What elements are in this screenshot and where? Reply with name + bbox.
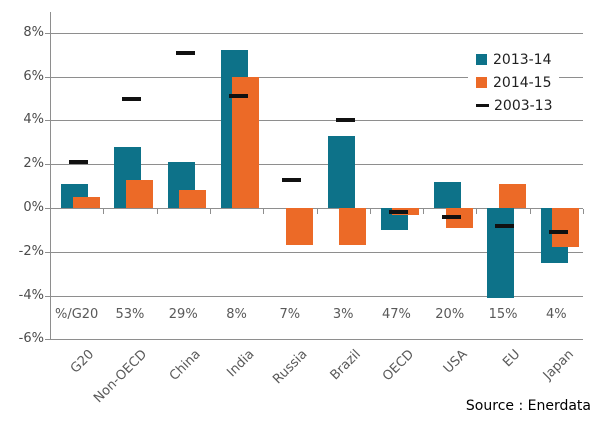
x-axis-tick xyxy=(156,209,158,214)
x-axis-tick xyxy=(583,209,584,214)
dash-2003-13-Japan xyxy=(548,230,568,235)
y-axis-tick xyxy=(45,120,50,122)
share-of-g20-label: 3% xyxy=(332,307,354,322)
source-text: Source : Enerdata xyxy=(465,398,591,414)
bar-2014-15-Russia xyxy=(285,208,313,246)
bar-2013-14-EU xyxy=(487,208,515,298)
category-label-Japan: Japan xyxy=(540,347,577,384)
y-axis-label: 8% xyxy=(23,24,44,40)
gridline xyxy=(50,339,583,341)
y-axis-label: -4% xyxy=(18,287,44,303)
share-of-g20-label: 20% xyxy=(435,307,465,322)
bar-2013-14-Brazil xyxy=(327,135,355,208)
dash-2003-13-USA xyxy=(442,214,462,219)
dash-2003-13-Brazil xyxy=(335,118,355,123)
category-label-Non-OECD: Non-OECD xyxy=(91,347,151,407)
dash-2003-13-EU xyxy=(495,223,515,228)
bar-2013-14-USA xyxy=(434,181,462,208)
y-axis-label: -2% xyxy=(18,243,44,259)
y-axis-tick xyxy=(45,32,50,34)
gridline xyxy=(50,32,583,34)
share-of-g20-label: %/G20 xyxy=(54,307,99,322)
share-of-g20-label: 47% xyxy=(381,307,411,322)
category-label-OECD: OECD xyxy=(379,347,418,385)
share-of-g20-label: 53% xyxy=(115,307,145,322)
y-axis-line xyxy=(50,12,51,340)
x-axis-tick xyxy=(369,209,371,214)
dash-2003-13-OECD xyxy=(388,210,408,215)
bar-2014-15-India xyxy=(232,76,260,208)
legend-label: 2014-15 xyxy=(493,74,552,91)
gridline xyxy=(50,76,583,78)
category-label-Brazil: Brazil xyxy=(327,347,364,384)
share-of-g20-label: 4% xyxy=(546,307,567,322)
x-axis-tick xyxy=(423,209,425,214)
category-label-Russia: Russia xyxy=(270,347,311,388)
legend-label: 2013-14 xyxy=(493,51,552,68)
y-axis-tick xyxy=(45,164,50,166)
share-of-g20-label: 29% xyxy=(168,307,198,322)
category-label-EU: EU xyxy=(500,347,524,371)
category-label-China: China xyxy=(166,347,204,384)
dash-2003-13-Non-OECD xyxy=(122,96,142,101)
y-axis-label: -6% xyxy=(18,331,44,347)
gridline xyxy=(50,164,583,166)
category-label-G20: G20 xyxy=(67,347,98,377)
share-of-g20-label: 7% xyxy=(279,307,301,322)
x-axis-tick xyxy=(209,209,211,214)
x-axis-tick xyxy=(103,209,105,214)
bar-2014-15-China xyxy=(179,190,207,208)
y-axis-tick xyxy=(45,295,50,297)
share-of-g20-label: 15% xyxy=(488,307,518,322)
y-axis-label: 6% xyxy=(23,68,44,84)
gridline xyxy=(50,208,583,209)
gridline xyxy=(50,295,583,297)
legend: 2013-14 2014-15 2003-13 xyxy=(468,45,559,120)
dash-2003-13-Russia xyxy=(282,177,302,182)
legend-entry-2013-14: 2013-14 xyxy=(476,48,553,71)
bar-2014-15-Japan xyxy=(552,208,580,248)
black-dash-icon xyxy=(476,104,489,107)
legend-entry-2014-15: 2014-15 xyxy=(476,71,553,94)
y-axis-tick xyxy=(45,339,50,341)
x-axis-tick xyxy=(263,209,265,214)
legend-label: 2003-13 xyxy=(494,97,553,114)
bar-2014-15-Brazil xyxy=(339,208,366,246)
x-axis-tick xyxy=(529,209,531,214)
dash-2003-13-India xyxy=(228,94,248,99)
share-of-g20-label: 8% xyxy=(226,307,247,322)
teal-square-icon xyxy=(476,54,487,65)
legend-entry-2003-13: 2003-13 xyxy=(476,94,553,117)
dash-2003-13-G20 xyxy=(69,160,88,164)
x-axis-tick xyxy=(476,209,478,214)
gridline xyxy=(50,120,583,122)
bar-2014-15-EU xyxy=(498,183,526,208)
gridline xyxy=(50,251,583,253)
bar-2014-15-G20 xyxy=(72,197,100,208)
y-axis-label: 2% xyxy=(23,156,44,172)
category-label-India: India xyxy=(224,347,258,381)
y-axis-tick xyxy=(45,76,50,78)
category-label-USA: USA xyxy=(440,347,471,377)
orange-square-icon xyxy=(476,77,487,88)
dash-2003-13-China xyxy=(175,50,195,55)
y-axis-label: 4% xyxy=(23,112,44,128)
bar-2014-15-Non-OECD xyxy=(125,179,153,208)
y-axis-tick xyxy=(45,208,50,209)
x-axis-tick xyxy=(50,209,51,214)
x-axis-tick xyxy=(316,209,318,214)
y-axis-label: 0% xyxy=(23,200,44,215)
y-axis-tick xyxy=(45,251,50,253)
